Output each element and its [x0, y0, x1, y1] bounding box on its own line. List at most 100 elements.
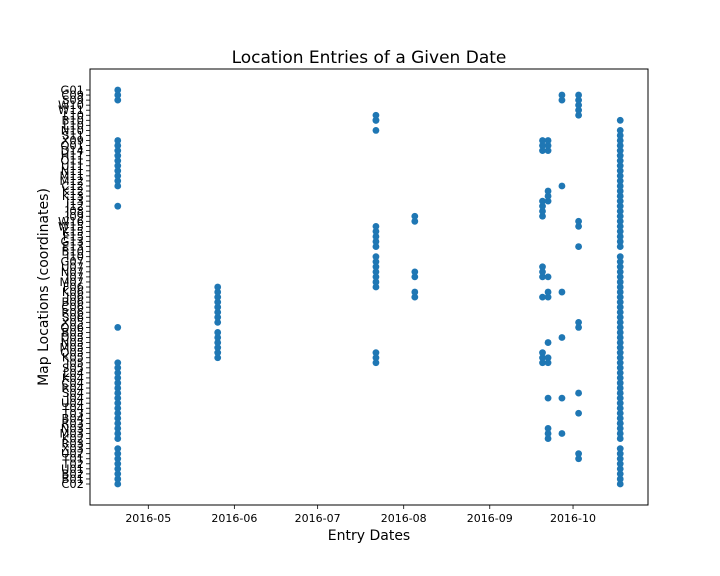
y-tick-label: U01 — [61, 462, 84, 476]
data-point — [411, 268, 419, 276]
y-tick-label: X03 — [61, 442, 84, 456]
data-point — [575, 455, 582, 463]
data-point — [114, 137, 122, 144]
data-point — [616, 207, 624, 215]
data-points — [114, 86, 624, 488]
data-point — [372, 263, 380, 271]
data-point — [616, 253, 624, 261]
data-point — [372, 273, 380, 281]
y-tick-label: H11 — [61, 149, 84, 163]
data-point — [616, 197, 624, 205]
data-point — [575, 91, 582, 99]
y-tick-label: L04 — [63, 366, 84, 380]
data-point — [539, 147, 546, 155]
y-axis-ticks: C02B01B02U01T02T01U02X03R03K02M03N03R03B… — [58, 83, 90, 491]
data-point — [616, 339, 624, 346]
y-tick-label: N11 — [61, 164, 84, 178]
data-point — [616, 379, 624, 387]
y-tick-label: K15 — [62, 224, 84, 238]
data-point — [539, 293, 546, 301]
data-point — [114, 435, 122, 442]
x-tick-label: 2016-05 — [125, 512, 171, 525]
data-point — [114, 162, 122, 170]
y-tick-label: M11 — [59, 169, 84, 183]
y-tick-label: T01 — [61, 452, 84, 466]
data-point — [114, 172, 122, 180]
data-point — [114, 470, 122, 478]
data-point — [114, 404, 122, 412]
data-point — [114, 445, 122, 453]
data-point — [616, 132, 624, 139]
data-point — [544, 273, 552, 281]
data-point — [214, 313, 222, 321]
y-tick-label: T03 — [61, 406, 84, 420]
data-point — [616, 369, 624, 377]
data-point — [114, 182, 122, 190]
data-point — [214, 288, 222, 296]
y-tick-label: K05 — [62, 351, 84, 365]
data-point — [616, 430, 624, 437]
data-point — [544, 187, 552, 195]
data-point — [616, 399, 624, 407]
data-point — [411, 273, 419, 281]
data-point — [616, 313, 624, 321]
y-tick-label: C12 — [61, 179, 84, 193]
y-tick-label: Q01 — [60, 139, 84, 153]
y-tick-label: M05 — [59, 341, 84, 355]
data-point — [575, 96, 582, 104]
data-point — [616, 258, 624, 266]
data-point — [616, 147, 624, 155]
y-tick-label: D14 — [61, 144, 85, 158]
data-point — [616, 263, 624, 271]
data-point — [616, 142, 624, 149]
data-point — [214, 283, 222, 291]
data-point — [539, 268, 546, 276]
data-point — [114, 202, 122, 210]
data-point — [114, 86, 122, 94]
data-point — [372, 359, 380, 367]
data-point — [558, 430, 566, 437]
y-tick-label: J08 — [65, 204, 84, 218]
y-tick-label: Q06 — [60, 320, 84, 334]
data-point — [616, 455, 624, 463]
data-point — [616, 460, 624, 468]
data-point — [539, 359, 546, 367]
y-tick-label: J09 — [65, 209, 84, 223]
data-point — [411, 217, 419, 225]
data-point — [575, 101, 582, 109]
data-point — [114, 394, 122, 402]
data-point — [616, 137, 624, 144]
data-point — [558, 182, 566, 190]
data-point — [616, 127, 624, 134]
y-tick-label: W16 — [58, 214, 84, 228]
data-point — [214, 344, 222, 352]
data-point — [114, 460, 122, 468]
data-point — [372, 222, 380, 230]
data-point — [544, 359, 552, 367]
y-tick-label: T02 — [61, 457, 84, 471]
data-point — [616, 192, 624, 200]
data-point — [114, 167, 122, 175]
data-point — [616, 243, 624, 250]
y-tick-label: L10 — [63, 118, 84, 132]
data-point — [616, 172, 624, 180]
data-point — [114, 374, 122, 382]
y-tick-label: B10 — [61, 245, 84, 259]
data-point — [616, 435, 624, 442]
data-point — [544, 339, 552, 346]
data-point — [616, 238, 624, 245]
data-point — [616, 217, 624, 225]
y-tick-label: R03 — [61, 416, 84, 430]
data-point — [616, 303, 624, 311]
y-tick-label: S11 — [62, 128, 84, 142]
data-point — [372, 283, 380, 291]
y-tick-label: U11 — [61, 159, 84, 173]
y-tick-label: N10 — [61, 123, 84, 137]
plot-area-frame — [89, 68, 649, 506]
data-point — [616, 187, 624, 195]
data-point — [575, 111, 582, 119]
data-point — [372, 228, 380, 235]
data-point — [575, 324, 582, 331]
data-point — [539, 207, 546, 215]
